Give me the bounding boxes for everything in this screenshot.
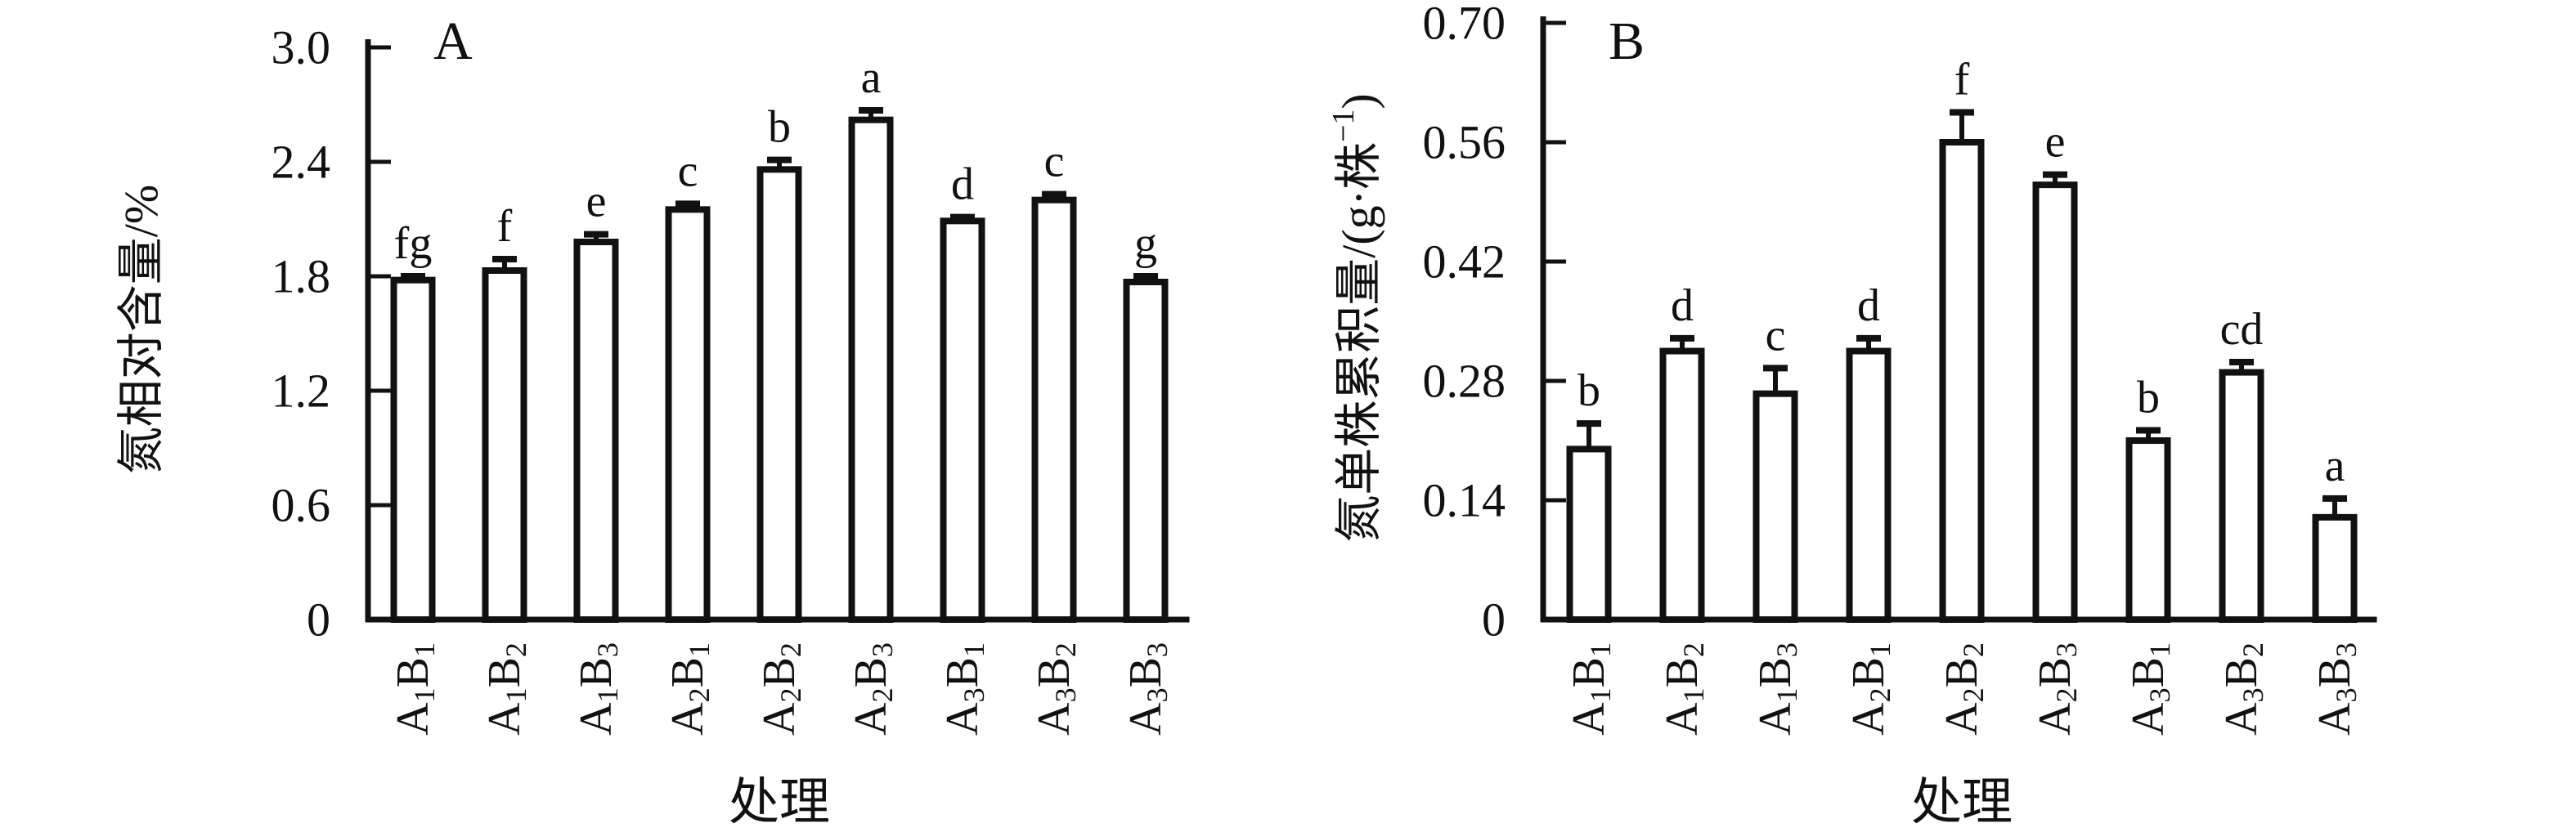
x-tick-label-A1B1: A1B1: [388, 642, 441, 736]
y-tick-label: 3.0: [272, 21, 331, 74]
x-tick-label-A3B3: A3B3: [1120, 642, 1174, 736]
sig-letter-A1B2: f: [497, 201, 513, 252]
sig-letter-A2B1: d: [1857, 280, 1880, 331]
x-tick-label-A2B1: A2B1: [1843, 642, 1896, 736]
sig-letter-A3B2: cd: [2220, 304, 2264, 355]
x-tick-label-A3B1: A3B1: [937, 642, 990, 736]
panel-letter-B: B: [1609, 11, 1645, 71]
bar-A3B2: [2219, 369, 2264, 623]
sig-letter-A1B1: fg: [394, 218, 433, 269]
bar-A3B2: [1031, 196, 1077, 623]
bar-A2B3: [2032, 181, 2078, 623]
x-tick-label-A3B2: A3B2: [1029, 642, 1082, 736]
x-tick-label-A1B3: A1B3: [1750, 642, 1803, 736]
y-tick-label: 0.14: [1423, 474, 1506, 527]
y-tick-label: 0.56: [1423, 116, 1506, 169]
x-tick-label-A3B2: A3B2: [2216, 642, 2269, 736]
bar-A3B1: [940, 217, 985, 623]
sig-letter-A2B3: a: [861, 52, 882, 103]
x-tick-label-A2B2: A2B2: [1936, 642, 1990, 736]
panel-b-chart: 0 0.14 0.28 0.42 0.56 0.70 b A1B1 d A1B2 c A1B3 d A2B…: [1288, 0, 2576, 837]
y-tick-label: 0.70: [1423, 0, 1506, 50]
bar-A1B3: [573, 239, 619, 623]
y-tick-label: 0.6: [272, 479, 331, 532]
x-tick-label-A1B3: A1B3: [571, 642, 624, 736]
sig-letter-A2B2: f: [1954, 55, 1970, 105]
sig-letter-A3B3: g: [1134, 218, 1157, 269]
y-tick-label: 0: [1482, 593, 1506, 647]
sig-letter-A2B3: e: [2045, 117, 2066, 168]
bar-A2B1: [1846, 347, 1892, 623]
y-tick-label: 1.8: [272, 250, 331, 303]
y-tick-label: 0: [307, 593, 330, 647]
x-tick-label-A3B3: A3B3: [2309, 642, 2363, 736]
x-tick-label-A1B2: A1B2: [479, 642, 532, 736]
x-tick-label-A1B1: A1B1: [1564, 642, 1617, 736]
y-axis-title: 氮相对含量/%: [114, 185, 168, 474]
bar-A1B1: [1566, 445, 1612, 624]
bar-A1B1: [390, 276, 436, 623]
y-tick-label: 1.2: [272, 365, 331, 418]
sig-letter-A1B3: c: [1766, 310, 1786, 360]
x-tick-label-A2B2: A2B2: [754, 642, 807, 736]
sig-letter-A3B1: b: [2137, 372, 2160, 423]
y-tick-label: 0.42: [1423, 235, 1506, 289]
x-axis-title: 处理: [1911, 775, 2013, 830]
bar-A1B2: [1659, 347, 1705, 623]
sig-letter-A1B1: b: [1577, 365, 1600, 416]
bar-A2B2: [1939, 139, 1985, 623]
x-tick-label-A3B1: A3B1: [2123, 642, 2176, 736]
x-tick-label-A2B3: A2B3: [2030, 642, 2083, 736]
bar-A2B2: [756, 166, 802, 624]
sig-letter-A3B2: c: [1044, 137, 1065, 187]
x-tick-label-A1B2: A1B2: [1657, 642, 1710, 736]
x-tick-label-A2B1: A2B1: [662, 642, 716, 736]
bar-A1B3: [1752, 390, 1798, 623]
sig-letter-A2B1: c: [678, 145, 698, 196]
bar-A2B1: [665, 206, 711, 623]
bar-A1B2: [482, 267, 527, 623]
y-tick-label: 0.28: [1423, 355, 1506, 408]
x-tick-label-A2B3: A2B3: [846, 642, 899, 736]
y-axis-title: 氮单株累积量/(g·株−1): [1326, 93, 1385, 543]
panel-a-chart: 0 0.6 1.2 1.8 2.4 3.0 fg A1B1 f A1B2 e A1B3 c A2B1 b A2…: [114, 11, 1190, 830]
bar-A3B1: [2125, 437, 2171, 623]
y-tick-label: 2.4: [272, 136, 331, 189]
bar-A3B3: [2312, 513, 2358, 623]
x-axis-title: 处理: [729, 775, 830, 830]
panel-letter-A: A: [433, 11, 473, 71]
sig-letter-A3B1: d: [951, 159, 974, 210]
sig-letter-A2B2: b: [768, 102, 791, 153]
sig-letter-A1B3: e: [586, 177, 607, 227]
bar-A3B3: [1123, 279, 1169, 623]
bar-A2B3: [848, 116, 894, 623]
sig-letter-A1B2: d: [1671, 280, 1694, 331]
panel-a-svg: 0 0.6 1.2 1.8 2.4 3.0 fg A1B1 f A1B2 e A1B3 c A2B1 b A2…: [114, 11, 1190, 830]
panel-b-svg: 0 0.14 0.28 0.42 0.56 0.70 b A1B1 d A1B2 c A1B3 d A2B…: [1326, 0, 2377, 830]
sig-letter-A3B3: a: [2325, 441, 2345, 491]
